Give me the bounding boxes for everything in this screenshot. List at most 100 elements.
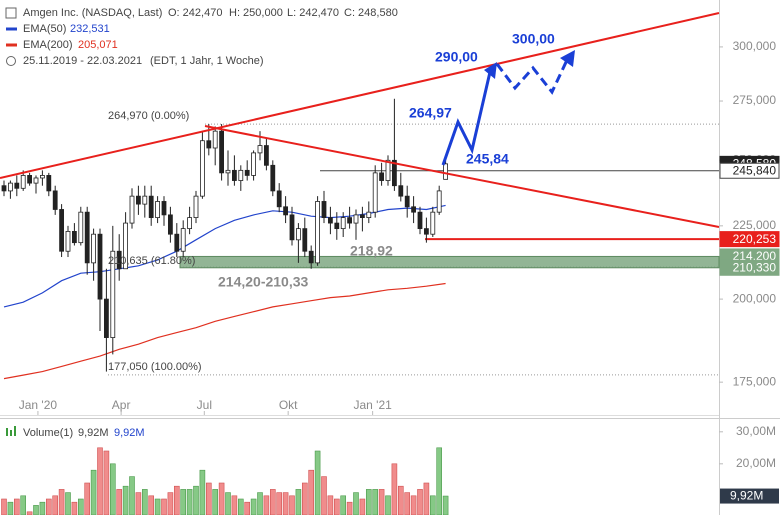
candle-body [161,201,167,216]
candle-body [97,233,103,300]
volume-icon [6,428,8,436]
candle-body [33,177,39,184]
candle-body [84,211,90,264]
volume-bar [129,476,135,515]
candle-body [219,130,224,174]
candle-body [379,172,384,181]
annotation: 214,20-210,33 [218,274,309,290]
candle-body [295,228,301,241]
candle-body [65,230,71,252]
volume-bar [180,489,186,515]
volume-bar [365,489,372,515]
volume-bar [135,492,142,515]
price-badge-label: 220,253 [733,232,777,246]
volume-bar [244,501,250,515]
volume-bar [109,463,116,515]
candle-body [14,182,20,189]
volume-icon [14,426,16,436]
candle-body [167,214,173,235]
candle-body [404,195,410,208]
candle-body [123,222,128,270]
x-tick-label: Jan '20 [19,398,58,412]
candle-body [244,169,250,176]
volume-bar [257,492,263,515]
volume-bar [282,492,289,515]
candle-body [315,201,320,264]
candle-body [334,222,340,230]
candle-body [20,175,26,189]
annotation: 218,92 [350,243,393,259]
candle-body [251,152,256,176]
volume-bar [359,498,366,515]
volume-bar [116,489,122,515]
candle-body [270,164,276,192]
volume-bar [321,476,327,515]
candle-body [263,145,269,166]
price-badge-label: 245,840 [733,163,777,177]
volume-badge-label: 9,92M [730,489,763,503]
volume-badge [720,488,779,504]
volume-bar [45,498,52,515]
candle-body [142,195,148,205]
volume-value: 9,92M [114,427,145,439]
volume-bar [122,485,129,515]
volume-bar [340,495,346,515]
volume-bar [263,495,270,515]
volume-title: Volume(1) [23,427,73,439]
candle-body [103,298,109,338]
volume-bar [7,501,14,515]
candle-body [212,130,218,149]
candle-body [443,163,448,180]
period: 25.11.2019 - 22.03.2021 [23,55,142,67]
drawings [0,12,720,228]
volume-bar [218,482,225,515]
price-badge-label: 214,200 [733,249,777,263]
volume-bar [103,450,110,515]
volume-bar [269,489,276,515]
candle-body [257,145,263,154]
volume-bar [404,492,410,515]
arrow-head [484,62,497,79]
candle-body [225,169,231,174]
candle-body [430,211,436,235]
candle-body [398,185,404,197]
volume-bar [167,492,174,515]
candle-body [135,195,141,205]
y-tick-label: 200,000 [733,291,777,305]
volume-bar [84,482,90,515]
candle-body [193,195,199,219]
volume-bar [314,450,321,515]
volume-bar [436,447,442,515]
annotation: 300,00 [512,31,555,47]
candle-body [283,206,288,216]
volume-bar [90,469,97,515]
instrument-title: Amgen Inc. (NASDAQ, Last) [23,7,162,19]
volume-bar [205,482,212,515]
candle-body [27,175,32,184]
projection-arrow [441,71,492,166]
volume-bar [429,495,436,515]
candle-body [302,228,308,252]
candle-body [46,175,52,192]
candle-body [231,169,237,181]
volume-bar [378,489,385,515]
candle-body [148,195,154,219]
candle-body [289,214,295,241]
support-zone [179,255,720,269]
ohlc-open: O: 242,470 [168,7,222,19]
volume-bar [372,489,378,515]
candle-body [391,159,397,187]
candle-body [78,211,84,244]
candle-body [321,201,327,219]
volume-bar [346,501,353,515]
annotation: 290,00 [435,49,478,65]
candle-body [436,190,442,213]
volume-bar [353,492,359,515]
candle-body [238,169,244,181]
candle-body [71,230,77,244]
candle-body [59,209,64,252]
legend-value: 205,071 [78,39,118,51]
fib-label: 210,635 (61.80%) [108,255,195,267]
period-note: (EDT, 1 Jahr, 1 Woche) [150,55,264,67]
candle-body [366,211,372,219]
